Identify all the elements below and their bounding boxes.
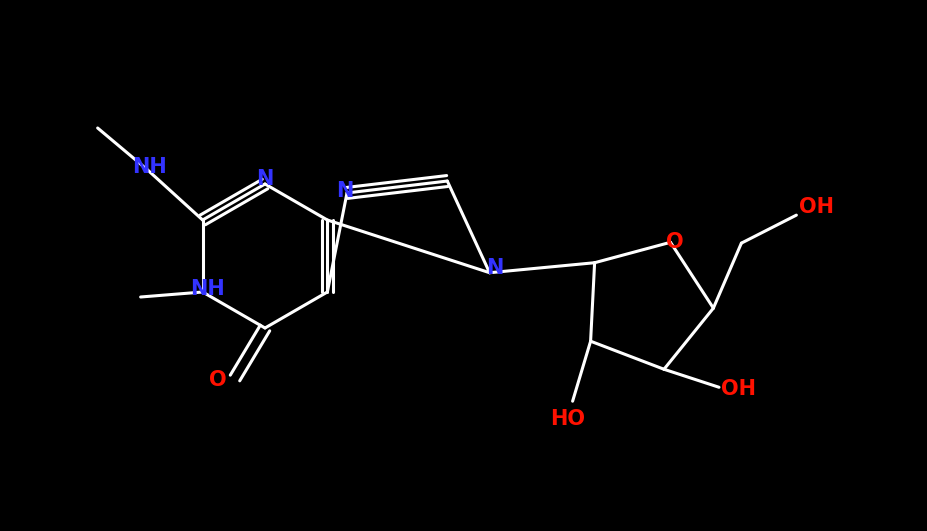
Text: HO: HO [550,409,585,429]
Text: N: N [486,258,503,278]
Text: OH: OH [799,197,834,217]
Text: OH: OH [721,379,756,399]
Text: O: O [666,232,683,252]
Text: N: N [337,181,354,201]
Text: O: O [210,370,227,390]
Text: NH: NH [190,279,225,299]
Text: N: N [256,169,273,189]
Text: NH: NH [133,157,167,177]
